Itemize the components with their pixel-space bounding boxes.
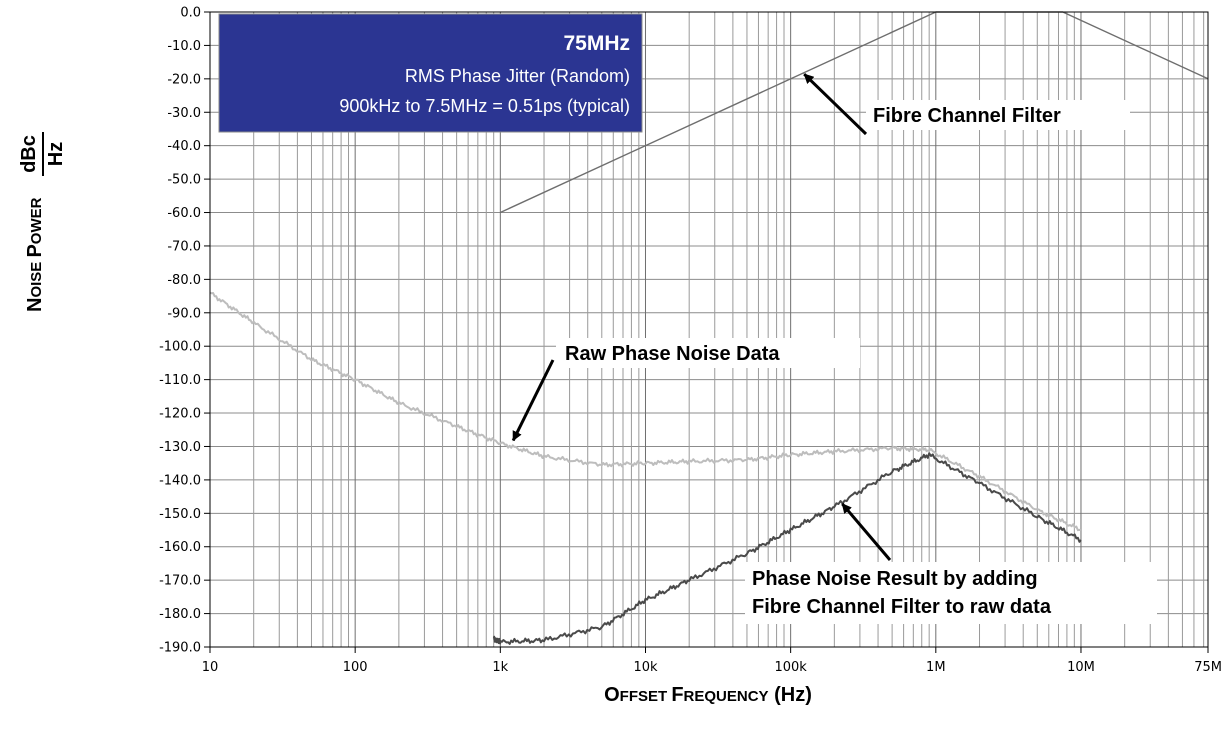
- callouts: Fibre Channel Filter Raw Phase Noise Dat…: [511, 73, 1157, 624]
- x-tick-label: 10M: [1067, 660, 1095, 675]
- y-tick-label: -170.0: [159, 574, 201, 589]
- y-tick-label: -140.0: [159, 473, 201, 488]
- x-tick-label: 75M: [1194, 660, 1222, 675]
- y-tick-label: -120.0: [159, 407, 201, 422]
- info-box-line-1: RMS Phase Jitter (Random): [405, 66, 630, 86]
- x-axis-label-part: F: [671, 684, 683, 706]
- raw-phase-noise-callout: Raw Phase Noise Data: [565, 343, 780, 365]
- x-tick-label: 10k: [633, 660, 658, 675]
- x-axis-label-part: FFSET: [620, 688, 672, 705]
- fibre-channel-filter-arrow: [803, 73, 868, 136]
- y-axis-label-text: NOISE POWER: [24, 197, 46, 312]
- axis-ticks: 0.0 -10.0 -20.0 -30.0 -40.0 -50.0 -60.0 -70.0 -8…: [159, 6, 1222, 676]
- x-axis-label: OFFSET FREQUENCY (Hz): [604, 684, 812, 706]
- y-tick-label: -110.0: [159, 373, 201, 388]
- y-axis-unit-denominator: Hz: [45, 142, 67, 166]
- y-tick-label: -70.0: [167, 239, 201, 254]
- y-axis-unit-numerator: dBc: [18, 135, 40, 173]
- y-axis-label-part: OISE: [28, 258, 45, 298]
- phase-noise-result-arrow: [841, 502, 892, 561]
- y-tick-label: -160.0: [159, 540, 201, 555]
- series-line-phase-noise-result: [492, 452, 1082, 645]
- y-axis-label: NOISE POWER dBc Hz: [18, 132, 67, 312]
- y-tick-label: -50.0: [167, 173, 201, 188]
- raw-phase-noise-callout-bg: [556, 338, 860, 368]
- info-box-title: 75MHz: [563, 32, 630, 55]
- x-tick-label: 1k: [492, 660, 508, 675]
- y-tick-label: -60.0: [167, 206, 201, 221]
- y-tick-label: -150.0: [159, 507, 201, 522]
- fibre-channel-filter-callout-bg: [866, 100, 1130, 130]
- y-tick-label: -190.0: [159, 641, 201, 656]
- y-tick-label: -100.0: [159, 340, 201, 355]
- info-box-background: [218, 13, 643, 133]
- plot-frame: [209, 11, 1209, 648]
- x-tick-label: 100: [343, 660, 368, 675]
- y-tick-label: -10.0: [167, 39, 201, 54]
- fibre-channel-filter-callout: Fibre Channel Filter: [873, 105, 1061, 127]
- y-tick-label: 0.0: [180, 6, 201, 21]
- phase-noise-result-callout-line-2: Fibre Channel Filter to raw data: [752, 596, 1052, 618]
- y-tick-label: -80.0: [167, 273, 201, 288]
- y-tick-label: -40.0: [167, 139, 201, 154]
- y-tick-label: -180.0: [159, 607, 201, 622]
- y-axis-label-part: P: [24, 244, 46, 257]
- y-tick-label: -90.0: [167, 306, 201, 321]
- raw-phase-noise-arrow: [511, 359, 555, 442]
- y-axis-label-part: N: [24, 298, 46, 312]
- y-tick-label: -130.0: [159, 440, 201, 455]
- x-tick-label: 10: [202, 660, 219, 675]
- x-axis-label-part: REQUENCY: [684, 688, 769, 705]
- phase-noise-result-callout-bg: [745, 562, 1157, 624]
- x-tick-label: 1M: [926, 660, 946, 675]
- y-tick-label: -20.0: [167, 72, 201, 87]
- x-tick-label: 100k: [774, 660, 807, 675]
- x-axis-label-part: (Hz): [769, 684, 812, 706]
- series-line-raw-phase-noise-data: [209, 291, 1082, 532]
- x-axis-label-part: O: [604, 684, 620, 706]
- y-tick-label: -30.0: [167, 106, 201, 121]
- phase-noise-result-callout-line-1: Phase Noise Result by adding: [752, 568, 1038, 590]
- y-axis-label-part: OWER: [28, 197, 45, 244]
- info-box-line-2: 900kHz to 7.5MHz = 0.51ps (typical): [339, 96, 630, 116]
- info-box: 75MHz RMS Phase Jitter (Random) 900kHz t…: [218, 13, 643, 133]
